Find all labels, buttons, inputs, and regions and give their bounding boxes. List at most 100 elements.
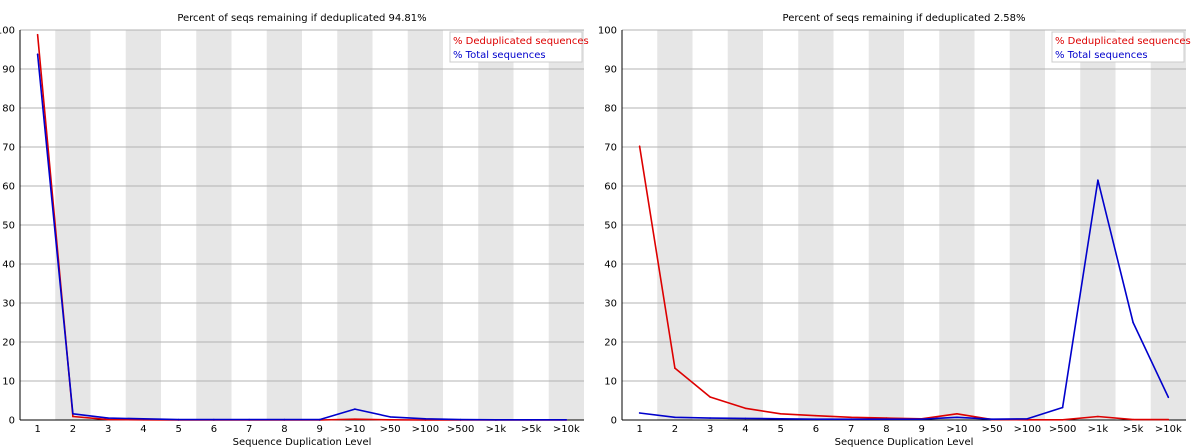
legend-box	[449, 31, 583, 63]
data-point	[1097, 415, 1099, 418]
data-point	[815, 414, 817, 417]
x-tick-label: 3	[707, 424, 713, 435]
data-point	[459, 418, 462, 421]
y-tick-label: 90	[2, 65, 15, 76]
x-tick-label: 9	[918, 424, 924, 435]
data-point	[744, 407, 747, 410]
y-tick-label: 40	[2, 260, 15, 271]
x-tick-label: 1	[636, 424, 642, 435]
x-tick-label: >1k	[486, 424, 507, 435]
data-point	[142, 418, 145, 420]
y-tick-label: 50	[2, 221, 15, 232]
x-tick-label: >10k	[1155, 424, 1182, 435]
x-tick-label: >5k	[521, 424, 542, 435]
data-point	[1167, 418, 1170, 421]
legend-entry: % Deduplicated sequences	[453, 36, 589, 47]
data-point	[354, 408, 356, 410]
x-tick-label: 7	[848, 424, 854, 435]
data-point	[1097, 179, 1099, 181]
legend-entry: % Deduplicated sequences	[1055, 36, 1191, 47]
data-point	[815, 418, 817, 421]
data-point	[72, 412, 74, 415]
data-point	[248, 418, 250, 421]
data-point	[213, 418, 215, 421]
y-tick-label: 50	[604, 221, 617, 232]
data-point	[318, 418, 321, 421]
x-tick-label: >100	[1014, 424, 1041, 435]
x-tick-label: 2	[70, 424, 76, 435]
data-point	[1026, 418, 1029, 420]
legend-box	[1051, 31, 1185, 63]
data-point	[674, 416, 676, 419]
x-tick-label: >50	[982, 424, 1003, 435]
x-tick-label: 2	[672, 424, 678, 435]
y-tick-label: 10	[2, 377, 15, 388]
y-tick-label: 30	[604, 299, 617, 310]
data-point	[1061, 406, 1064, 409]
y-tick-label: 40	[604, 260, 617, 271]
x-tick-label: 4	[742, 424, 748, 435]
x-tick-label: >100	[412, 424, 439, 435]
data-point	[354, 418, 356, 421]
x-tick-label: >1k	[1088, 424, 1109, 435]
y-tick-label: 80	[604, 104, 617, 115]
data-point	[779, 418, 782, 420]
y-tick-label: 60	[2, 182, 15, 193]
data-point	[638, 412, 641, 414]
data-point	[389, 416, 391, 418]
data-point	[920, 418, 923, 421]
x-tick-label: 8	[883, 424, 889, 435]
chart-title: Percent of seqs remaining if deduplicate…	[177, 13, 426, 24]
chart-title: Percent of seqs remaining if deduplicate…	[783, 13, 1026, 24]
x-tick-label: 6	[211, 424, 217, 435]
data-point	[991, 418, 993, 421]
data-point	[283, 418, 286, 421]
series-line-2	[639, 179, 1170, 421]
data-point	[107, 418, 109, 421]
y-tick-label: 0	[9, 416, 15, 427]
x-tick-label: >10	[946, 424, 967, 435]
series-line-2	[36, 54, 567, 421]
data-point	[495, 419, 497, 421]
data-point	[565, 419, 568, 421]
data-point	[779, 412, 782, 415]
y-tick-label: 60	[604, 182, 617, 193]
data-point	[709, 417, 711, 419]
x-tick-label: >5k	[1123, 424, 1144, 435]
x-tick-label: 5	[175, 424, 181, 435]
data-point	[956, 412, 958, 415]
y-tick-label: 100	[598, 26, 617, 37]
data-point	[674, 367, 676, 369]
chart-1: 0 10 20 30 40 50 60 70 80 90 100 1 2 3 4 5 6 7 8 9 >10 >50 >10…	[0, 13, 589, 448]
chart-2: 0 10 20 30 40 50 60 70 80 90 100 1 2 3 4 5 6 7 8 9 >10 >50 >10…	[598, 13, 1191, 448]
data-point	[72, 415, 74, 418]
x-tick-label: 4	[140, 424, 146, 435]
x-tick-label: 5	[777, 424, 783, 435]
data-point	[744, 417, 747, 420]
data-point	[389, 419, 391, 421]
y-tick-label: 80	[2, 104, 15, 115]
x-tick-label: 9	[316, 424, 322, 435]
data-point	[107, 417, 109, 419]
x-tick-label: >10	[344, 424, 365, 435]
y-tick-label: 10	[604, 377, 617, 388]
data-point	[850, 416, 852, 419]
data-point	[1132, 321, 1134, 324]
legend-entry: % Total sequences	[453, 50, 546, 61]
x-tick-label: >500	[1049, 424, 1076, 435]
legend-entry: % Total sequences	[1055, 50, 1148, 61]
data-point	[1132, 418, 1134, 421]
x-tick-label: 8	[281, 424, 287, 435]
y-tick-label: 100	[0, 26, 15, 37]
data-point	[709, 396, 711, 398]
y-tick-label: 20	[604, 338, 617, 349]
data-point	[850, 418, 852, 421]
data-point	[177, 418, 180, 421]
data-point	[530, 419, 532, 421]
x-tick-label: >50	[380, 424, 401, 435]
data-point	[1061, 419, 1064, 421]
data-point	[36, 53, 39, 55]
data-point	[638, 145, 641, 148]
x-tick-label: 7	[246, 424, 252, 435]
